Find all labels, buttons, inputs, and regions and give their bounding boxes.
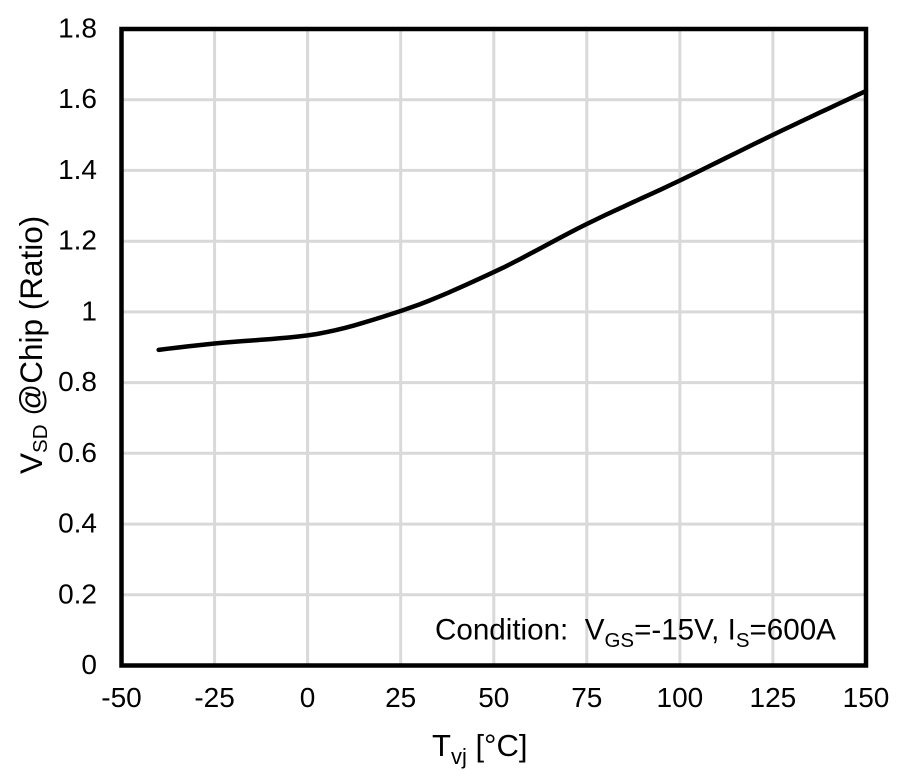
svg-text:125: 125 xyxy=(750,682,797,713)
svg-text:0: 0 xyxy=(300,682,316,713)
svg-text:-25: -25 xyxy=(194,682,234,713)
svg-text:0.2: 0.2 xyxy=(58,578,97,609)
svg-text:100: 100 xyxy=(657,682,704,713)
svg-text:0.4: 0.4 xyxy=(58,508,97,539)
svg-text:-50: -50 xyxy=(101,682,141,713)
svg-text:1.2: 1.2 xyxy=(58,225,97,256)
svg-text:50: 50 xyxy=(478,682,509,713)
svg-text:Condition: VGS=-15V, IS=600A: Condition: VGS=-15V, IS=600A xyxy=(435,614,836,653)
svg-text:0.8: 0.8 xyxy=(58,366,97,397)
svg-text:VSD @Chip (Ratio): VSD @Chip (Ratio) xyxy=(13,216,52,474)
svg-text:75: 75 xyxy=(571,682,602,713)
svg-text:0: 0 xyxy=(81,649,97,680)
svg-text:0.6: 0.6 xyxy=(58,437,97,468)
svg-text:150: 150 xyxy=(843,682,890,713)
svg-text:1.6: 1.6 xyxy=(58,83,97,114)
svg-text:1: 1 xyxy=(81,295,97,326)
svg-text:25: 25 xyxy=(385,682,416,713)
svg-text:1.4: 1.4 xyxy=(58,154,97,185)
svg-text:Tvj [°C]: Tvj [°C] xyxy=(432,728,527,769)
svg-text:1.8: 1.8 xyxy=(58,13,97,44)
